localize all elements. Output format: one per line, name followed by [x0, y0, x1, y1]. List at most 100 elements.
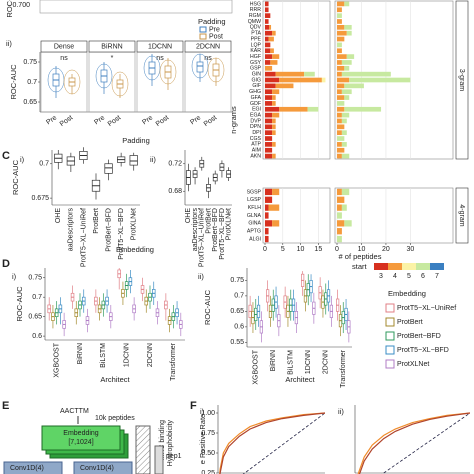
legend-label: ProtBert: [397, 319, 423, 326]
y-tick-label: APTG: [247, 229, 261, 235]
bar-segment: [344, 83, 364, 89]
bar-segment: [337, 13, 342, 18]
y-tick-label: KAR: [250, 48, 261, 54]
y-tick-label: AIM: [252, 148, 261, 154]
x-tick-label: 0: [263, 246, 267, 253]
bar-segment: [268, 36, 274, 42]
sub-label: i): [20, 155, 25, 164]
bar-segment: [341, 204, 347, 211]
x-tick-label: 30: [407, 246, 415, 253]
x-tick-label: OHE: [55, 208, 62, 224]
bar-segment: [272, 89, 280, 95]
x-tick-label: Pre: [45, 114, 58, 126]
x-tick-label: aaDescriptors: [68, 208, 75, 252]
x-axis-title: Architect: [100, 375, 130, 384]
bar-segment: [344, 1, 350, 7]
y-tick-label: ATP: [251, 142, 261, 148]
y-tick-label: EGA: [250, 112, 261, 118]
x-tick-label: 5: [281, 246, 285, 253]
x-tick-label: aaDescriptors: [192, 208, 199, 252]
x-tick-label: ProtT5−XL−UniRef: [80, 208, 87, 267]
bar-segment: [265, 188, 273, 196]
x-tick-label: Pre: [93, 114, 106, 126]
bar-segment: [265, 204, 269, 211]
bar-segment: [337, 1, 345, 7]
bar-segment: [341, 142, 347, 147]
bar-segment: [337, 77, 350, 83]
panel-frame: [334, 0, 454, 160]
bar-segment: [268, 204, 280, 211]
x-tick-label: Post: [59, 114, 75, 128]
x-tick-label: BiLSTM: [100, 343, 107, 368]
annotation: ns: [156, 55, 164, 62]
y-tick-label: GHG: [249, 89, 261, 95]
bar-segment: [344, 106, 382, 112]
legend-key: [385, 317, 395, 327]
y-tick-label: DPN: [250, 124, 261, 130]
legend-label: 4: [393, 273, 397, 280]
roc-curve: [219, 412, 325, 474]
x-tick-label: ProtBert: [93, 208, 100, 234]
bar-segment: [265, 60, 271, 65]
legend-label: 5: [407, 273, 411, 280]
y-tick-label: HSG: [250, 1, 261, 7]
y-tick-label: PPE: [251, 36, 262, 42]
y-tick-label: GFA: [251, 95, 262, 101]
x-tick-label: OHE: [185, 208, 192, 224]
bar-segment: [337, 106, 345, 112]
bar-segment: [337, 54, 347, 59]
panel-frame: [262, 187, 331, 244]
bar-segment: [337, 65, 345, 71]
bar-segment: [341, 71, 391, 77]
y-tick-label: 0.7: [234, 293, 244, 300]
bar-segment: [272, 54, 280, 59]
y-tick-label: GINA: [248, 221, 261, 227]
sub-label: ii): [150, 155, 156, 164]
y-tick-label: 0.75: [201, 430, 215, 437]
y-tick-label: CGS: [250, 136, 262, 142]
legend-label: ProtBert−BFD: [397, 333, 441, 340]
bar-segment: [337, 212, 342, 219]
bar-segment: [337, 89, 342, 95]
y-tick-label: 0.72: [168, 161, 182, 168]
bar-segment: [265, 101, 273, 106]
legend-key: [385, 303, 395, 313]
bar-segment: [275, 71, 305, 77]
bar-segment: [272, 188, 280, 196]
bar-segment: [337, 42, 342, 48]
bar-segment: [272, 153, 276, 159]
y-tick-label: GSY: [250, 60, 261, 66]
stub-tick: 0.700: [12, 2, 30, 9]
y-tick-label: 0.65: [23, 99, 37, 106]
y-tick-label: EGI: [252, 107, 261, 113]
bar-segment: [337, 36, 345, 42]
bar-segment: [337, 71, 342, 77]
panel-label: C: [2, 150, 10, 162]
note: 10k peptides: [95, 415, 135, 422]
bar-segment: [272, 142, 276, 147]
bar-segment: [344, 220, 352, 227]
x-tick-label: 1DCNN: [305, 350, 312, 374]
layer-label: Conv1D(4): [80, 465, 114, 472]
x-tick-label: Post: [155, 114, 171, 128]
bar-segment: [265, 95, 273, 100]
x-tick-label: ProtXLNet: [131, 208, 138, 240]
panel-frame: [334, 187, 454, 244]
plot-area: [357, 412, 470, 474]
x-tick-label: 2DCNN: [323, 350, 330, 374]
bar-segment: [265, 106, 280, 112]
bar-segment: [265, 24, 270, 30]
bar-segment: [265, 42, 271, 48]
bar-segment: [265, 65, 273, 71]
group-strip: [455, 187, 469, 244]
panel-frame: [262, 0, 331, 160]
sub-label: i): [200, 407, 205, 416]
facet-label: BiRNN: [101, 43, 122, 50]
bar-segment: [265, 71, 276, 77]
y-tick-label: GIF: [252, 83, 261, 89]
facet-strip: [40, 40, 88, 53]
x-axis-title: # of peptides: [339, 252, 382, 261]
plot-area: [219, 412, 325, 474]
facet-label: 1DCNN: [148, 43, 172, 50]
